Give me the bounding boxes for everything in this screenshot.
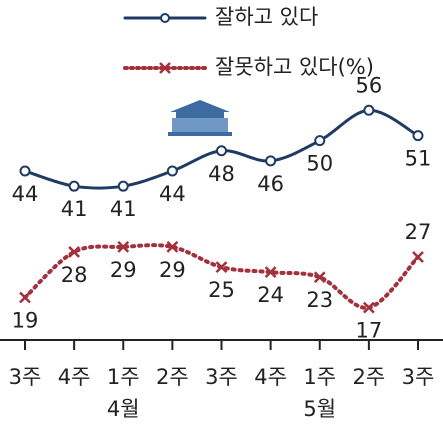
x-tick-label: 4주 — [58, 365, 91, 389]
data-label: 17 — [356, 319, 383, 343]
legend-label: 잘못하고 있다(%) — [215, 55, 374, 79]
point-marker — [68, 246, 81, 258]
x-tick-label: 1주 — [303, 365, 336, 389]
point-marker — [117, 180, 129, 192]
legend-label: 잘하고 있다 — [215, 5, 318, 29]
data-label: 46 — [257, 172, 284, 196]
point-marker — [166, 165, 178, 177]
data-label: 23 — [306, 288, 333, 312]
data-label: 44 — [159, 182, 186, 206]
x-tick-label: 3주 — [402, 365, 435, 389]
point-marker — [362, 301, 375, 314]
data-label: 41 — [61, 197, 88, 221]
point-marker — [215, 261, 228, 274]
point-marker — [166, 240, 179, 253]
x-tick-label: 4주 — [254, 365, 287, 389]
month-label: 4월 — [107, 397, 140, 421]
point-marker — [363, 104, 375, 116]
building-icon — [168, 100, 232, 136]
x-tick-label: 2주 — [156, 365, 189, 389]
point-marker — [264, 266, 277, 279]
data-label: 41 — [110, 197, 137, 221]
point-marker — [412, 251, 424, 263]
data-label: 56 — [356, 73, 383, 97]
data-label: 44 — [12, 182, 39, 206]
data-label: 25 — [208, 278, 235, 302]
point-marker — [265, 155, 277, 167]
point-marker — [68, 180, 80, 192]
x-tick-label: 1주 — [107, 365, 140, 389]
data-label: 19 — [12, 308, 39, 332]
data-label: 24 — [257, 283, 284, 307]
data-label: 29 — [110, 258, 137, 282]
data-label: 29 — [159, 258, 186, 282]
point-marker — [117, 240, 130, 253]
x-tick-label: 3주 — [205, 365, 238, 389]
point-marker — [313, 271, 326, 284]
point-marker — [19, 291, 31, 304]
legend-marker — [159, 62, 171, 74]
point-marker — [314, 135, 326, 147]
legend-marker — [160, 13, 170, 23]
x-tick-label: 2주 — [353, 365, 386, 389]
data-label: 48 — [208, 162, 235, 186]
x-tick-label: 3주 — [9, 365, 42, 389]
data-label: 28 — [61, 263, 88, 287]
data-label: 27 — [405, 220, 432, 244]
month-label: 5월 — [303, 397, 336, 421]
data-label: 50 — [306, 152, 333, 176]
point-marker — [19, 165, 31, 177]
point-marker — [412, 130, 424, 142]
data-label: 51 — [405, 147, 432, 171]
point-marker — [216, 145, 227, 157]
